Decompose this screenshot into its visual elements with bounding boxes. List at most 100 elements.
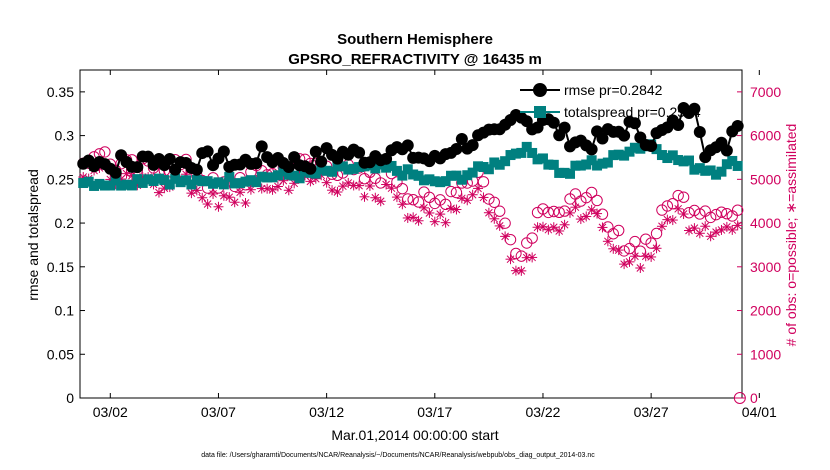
obs-assimilated-marker [667,215,678,226]
totalspread-marker [143,174,154,185]
totalspread-marker [721,159,732,170]
totalspread-marker [224,171,235,182]
rmse-marker [304,162,317,175]
totalspread-marker [705,165,716,176]
rmse-marker [163,153,176,166]
rmse-marker [585,143,598,156]
obs-possible-marker [650,227,663,240]
totalspread-marker [408,169,419,180]
x-tick-label: 03/22 [525,404,560,420]
rmse-marker [466,139,479,152]
obs-assimilated-marker [656,221,667,232]
totalspread-marker [694,163,705,174]
obs-possible-marker [575,195,587,207]
totalspread-marker [537,153,548,164]
totalspread-marker [245,175,256,186]
obs-assimilated-marker [402,212,413,223]
plot-area: 03/02 03/07 03/12 03/17 03/22 03/27 04/0100.05… [47,69,781,420]
obs-assimilated-marker [678,209,689,220]
obs-possible-marker [553,206,565,219]
obs-possible-marker [667,197,679,210]
totalspread-marker [391,165,402,176]
rmse-marker [380,152,393,165]
totalspread-marker [586,155,597,166]
obs-assimilated-marker [716,224,727,235]
totalspread-marker [629,142,640,153]
totalspread-marker [381,162,392,173]
totalspread-marker [126,180,137,191]
rmse-marker [131,161,144,174]
totalspread-marker [83,176,94,187]
x-tick-label: 03/02 [93,404,128,420]
totalspread-marker [159,175,170,186]
y-tick-label: 0.35 [47,84,74,100]
totalspread-marker [116,180,127,191]
obs-assimilated-marker [478,192,489,203]
y2-tick-label: 7000 [750,84,781,100]
rmse-marker [201,145,214,158]
obs-assimilated-marker [570,202,581,213]
obs-possible-marker [412,196,425,208]
totalspread-marker [510,148,521,159]
rmse-marker [255,140,268,153]
obs-assimilated-marker [245,184,256,195]
obs-assimilated-marker [700,221,711,232]
obs-possible-marker [672,189,684,202]
totalspread-marker [446,170,457,181]
totalspread-marker [332,161,343,172]
totalspread-marker [678,156,689,167]
totalspread-marker [267,172,278,183]
y2-tick-label: 1000 [750,346,781,362]
y2-axis-label: # of obs: o=possible; ∗=assimilated [783,124,799,347]
obs-assimilated-marker [505,254,516,265]
obs-assimilated-marker [732,220,743,231]
totalspread-marker [462,170,473,181]
obs-assimilated-marker [397,199,408,210]
rmse-marker [450,142,463,155]
totalspread-marker [327,166,338,177]
obs-assimilated-marker [565,207,576,218]
obs-assimilated-marker [381,179,392,190]
totalspread-marker [597,158,608,169]
totalspread-marker [418,175,429,186]
totalspread-marker [683,155,694,166]
obs-assimilated-marker [348,180,359,191]
totalspread-marker [613,149,624,160]
obs-assimilated-marker [240,198,251,209]
totalspread-marker [656,150,667,161]
totalspread-marker [370,163,381,174]
totalspread-marker [727,155,738,166]
obs-possible-marker [402,193,414,205]
obs-possible-marker [645,237,657,249]
obs-assimilated-marker [424,207,435,218]
totalspread-marker [294,173,305,184]
totalspread-marker [235,178,246,189]
totalspread-marker [619,150,630,161]
totalspread-marker [440,176,451,187]
rmse-marker [547,116,560,129]
footer-data-file: data file: /Users/gharamti/Documents/NCA… [201,452,595,459]
totalspread-marker [272,170,283,181]
axes-box [79,69,743,399]
obs-possible-marker [493,205,506,217]
obs-possible-marker [591,194,603,207]
obs-possible-marker [396,182,409,195]
totalspread-marker [494,159,505,170]
totalspread-marker [689,164,700,175]
obs-assimilated-marker [391,192,402,203]
obs-assimilated-marker [727,224,738,235]
obs-possible-marker [445,185,457,198]
obs-assimilated-marker [586,204,597,215]
obs-assimilated-marker [489,213,500,224]
totalspread-marker [711,169,722,180]
obs-assimilated-marker [613,245,624,256]
totalspread-marker [521,141,532,152]
x-tick-label: 03/07 [201,404,236,420]
totalspread-marker [716,166,727,177]
totalspread-marker [170,173,181,184]
obs-assimilated-marker [548,222,559,233]
obs-possible-marker [477,176,490,188]
obs-assimilated-marker [646,251,657,262]
y2-tick-label: 0 [750,390,758,406]
totalspread-marker [581,159,592,170]
